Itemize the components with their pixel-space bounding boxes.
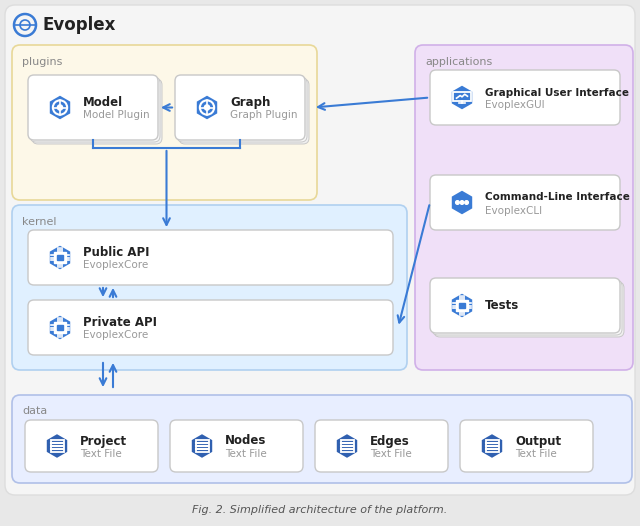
Polygon shape	[451, 189, 473, 216]
Bar	[456, 300, 468, 311]
FancyBboxPatch shape	[432, 280, 622, 335]
Text: Model Plugin: Model Plugin	[83, 110, 150, 120]
Text: Tests: Tests	[485, 299, 519, 312]
Circle shape	[456, 201, 460, 204]
FancyBboxPatch shape	[28, 230, 393, 285]
Bar	[54, 322, 66, 333]
FancyBboxPatch shape	[30, 77, 160, 142]
Text: Text File: Text File	[225, 449, 267, 459]
Text: Private API: Private API	[83, 316, 157, 329]
Text: Graph: Graph	[230, 96, 270, 109]
Circle shape	[58, 105, 63, 110]
FancyBboxPatch shape	[12, 395, 632, 483]
FancyBboxPatch shape	[430, 70, 620, 125]
Polygon shape	[49, 95, 71, 120]
Text: Evoplex: Evoplex	[42, 16, 115, 34]
Text: data: data	[22, 406, 47, 416]
FancyBboxPatch shape	[430, 278, 620, 333]
Text: Public API: Public API	[83, 246, 150, 259]
Polygon shape	[451, 85, 473, 110]
FancyBboxPatch shape	[28, 300, 393, 355]
Text: EvoplexCLI: EvoplexCLI	[485, 206, 542, 216]
Circle shape	[204, 105, 210, 110]
Text: Edges: Edges	[370, 434, 410, 448]
Text: Text File: Text File	[515, 449, 557, 459]
Polygon shape	[196, 95, 218, 120]
FancyBboxPatch shape	[177, 77, 307, 142]
FancyBboxPatch shape	[460, 420, 593, 472]
Circle shape	[460, 201, 464, 204]
Text: Model: Model	[83, 96, 123, 109]
FancyBboxPatch shape	[434, 282, 624, 337]
Polygon shape	[451, 292, 473, 319]
Bar	[57, 325, 63, 330]
Text: Graphical User Interface: Graphical User Interface	[485, 87, 629, 97]
FancyBboxPatch shape	[415, 45, 633, 370]
Polygon shape	[336, 433, 358, 459]
Text: Command-Line Interface: Command-Line Interface	[485, 193, 630, 203]
Bar	[51, 440, 63, 452]
Polygon shape	[481, 433, 503, 459]
Text: Fig. 2. Simplified architecture of the platform.: Fig. 2. Simplified architecture of the p…	[193, 505, 447, 515]
FancyBboxPatch shape	[12, 205, 407, 370]
FancyBboxPatch shape	[179, 79, 309, 144]
Text: applications: applications	[425, 57, 492, 67]
Polygon shape	[45, 433, 68, 459]
FancyBboxPatch shape	[430, 175, 620, 230]
Circle shape	[465, 201, 468, 204]
Text: EvoplexCore: EvoplexCore	[83, 260, 148, 270]
FancyBboxPatch shape	[175, 75, 305, 140]
Text: Project: Project	[80, 434, 127, 448]
Bar	[340, 440, 353, 452]
Polygon shape	[49, 315, 71, 340]
Text: EvoplexCore: EvoplexCore	[83, 330, 148, 340]
Text: EvoplexGUI: EvoplexGUI	[485, 100, 545, 110]
Text: Nodes: Nodes	[225, 434, 266, 448]
Bar	[54, 251, 66, 264]
FancyBboxPatch shape	[315, 420, 448, 472]
Bar	[57, 255, 63, 260]
FancyBboxPatch shape	[12, 45, 317, 200]
Bar	[486, 440, 499, 452]
FancyBboxPatch shape	[28, 75, 158, 140]
Text: kernel: kernel	[22, 217, 56, 227]
FancyBboxPatch shape	[170, 420, 303, 472]
Bar	[453, 92, 471, 102]
Text: Output: Output	[515, 434, 561, 448]
Text: plugins: plugins	[22, 57, 62, 67]
Text: Graph Plugin: Graph Plugin	[230, 110, 298, 120]
Bar	[459, 302, 465, 308]
Polygon shape	[191, 433, 213, 459]
Bar	[195, 440, 209, 452]
FancyBboxPatch shape	[32, 79, 162, 144]
Polygon shape	[49, 245, 71, 270]
FancyBboxPatch shape	[25, 420, 158, 472]
Text: Text File: Text File	[80, 449, 122, 459]
FancyBboxPatch shape	[5, 5, 635, 495]
Text: Text File: Text File	[370, 449, 412, 459]
